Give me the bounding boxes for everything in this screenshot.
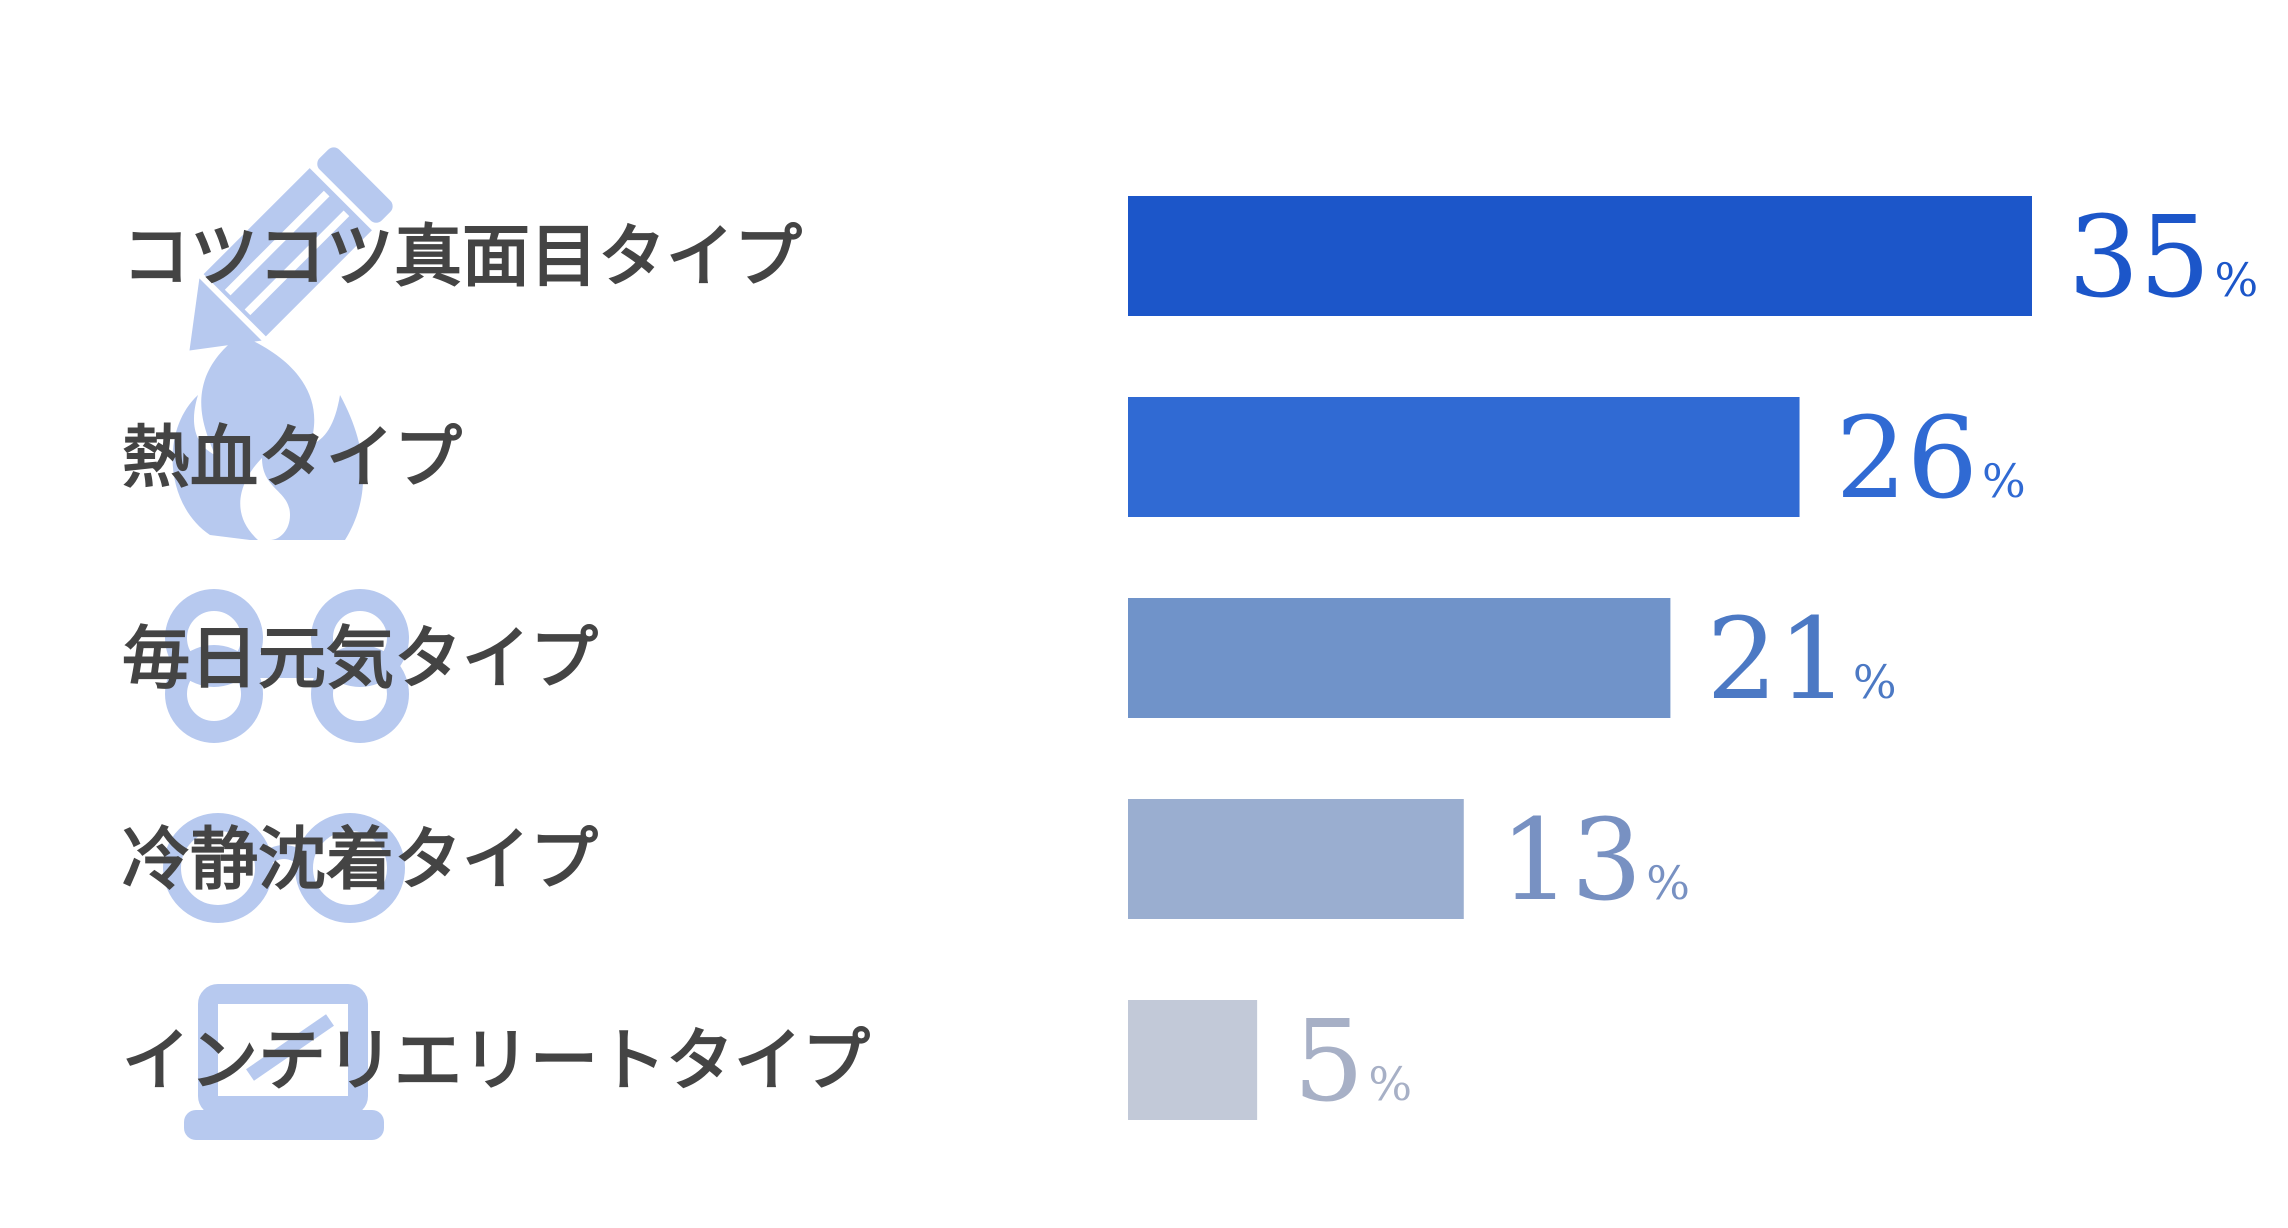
value-label: 35% [2068, 193, 2258, 323]
laptop-icon [184, 984, 384, 1140]
dumbbell-icon [165, 589, 409, 743]
value-number: 21 [1706, 595, 1849, 725]
icons-layer [163, 147, 409, 1140]
value-unit: % [1646, 856, 1690, 910]
pencil-icon [189, 147, 393, 351]
category-label: 毎日元気タイプ [122, 620, 598, 699]
value-unit: % [1853, 655, 1897, 709]
bar [1128, 799, 1464, 919]
value-number: 5 [1293, 997, 1364, 1127]
flame-icon [172, 335, 364, 540]
bar [1128, 1000, 1258, 1120]
value-labels: 35%26%21%13%5% [1293, 193, 2258, 1127]
category-label: 熱血タイプ [122, 419, 462, 498]
value-number: 35 [2068, 193, 2211, 323]
value-unit: % [2215, 253, 2259, 307]
category-label: インテリエリートタイプ [122, 1022, 870, 1101]
value-number: 26 [1836, 394, 1979, 524]
value-number: 13 [1500, 796, 1643, 926]
bars [1128, 196, 2032, 1120]
value-label: 13% [1500, 796, 1690, 926]
bar [1128, 598, 1671, 718]
value-label: 5% [1293, 997, 1412, 1127]
value-unit: % [1982, 454, 2026, 508]
glasses-icon [163, 813, 405, 923]
value-label: 21% [1706, 595, 1896, 725]
category-label: 冷静沈着タイプ [122, 821, 598, 900]
category-label: コツコツ真面目タイプ [122, 218, 802, 297]
value-unit: % [1368, 1057, 1412, 1111]
bar [1128, 397, 1800, 517]
bar [1128, 196, 2032, 316]
value-label: 26% [1836, 394, 2026, 524]
